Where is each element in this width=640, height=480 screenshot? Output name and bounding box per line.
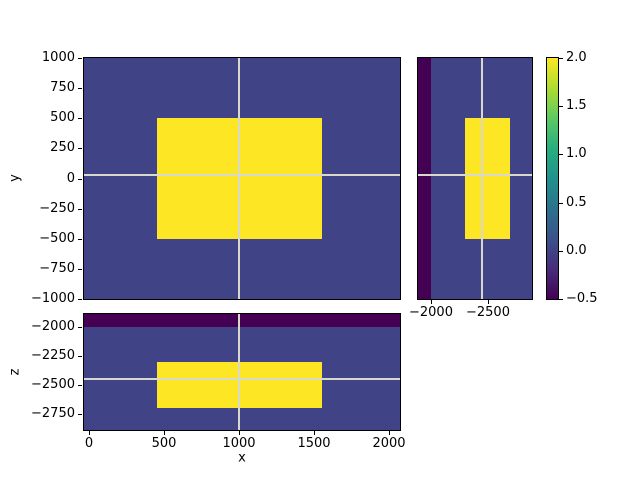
x-tick-mark — [431, 300, 432, 304]
x-tick-mark — [89, 431, 90, 435]
y-tick-label: −1000 — [31, 291, 75, 306]
colorbar-tick-label: 1.0 — [566, 146, 587, 161]
heatmap-panel-xz — [83, 313, 401, 431]
y-tick-label: −750 — [39, 261, 75, 276]
x-tick-mark — [389, 431, 390, 435]
crosshair-vertical-line — [238, 314, 241, 430]
colorbar-tick-mark — [559, 58, 563, 59]
x-tick-label: −2500 — [466, 305, 510, 320]
x-tick-label: −2000 — [409, 305, 453, 320]
heatmap-panel-xy — [83, 57, 401, 300]
crosshair-vertical-line — [480, 58, 483, 299]
heatmap-region — [84, 314, 400, 327]
colorbar-tick-label: 0.0 — [566, 243, 587, 258]
x-tick-mark — [488, 300, 489, 304]
crosshair-horizontal-line — [418, 173, 532, 176]
x-tick-mark — [164, 431, 165, 435]
x-tick-mark — [314, 431, 315, 435]
colorbar-tick-label: 1.5 — [566, 98, 587, 113]
y-tick-mark — [78, 299, 82, 300]
y-tick-mark — [78, 118, 82, 119]
x-axis-label: x — [238, 450, 246, 466]
y-tick-label: 0 — [66, 171, 75, 186]
colorbar-tick-label: 2.0 — [566, 50, 587, 65]
y-tick-mark — [78, 179, 82, 180]
y-tick-mark — [78, 356, 82, 357]
y-tick-mark — [78, 58, 82, 59]
y-tick-mark — [78, 414, 82, 415]
y-tick-label: 1000 — [41, 50, 75, 65]
x-tick-label: 500 — [151, 436, 177, 451]
y-tick-label: 750 — [50, 80, 75, 95]
colorbar-tick-label: −0.5 — [566, 291, 598, 306]
y-tick-label: 500 — [50, 110, 75, 125]
y-tick-label: −2250 — [31, 348, 75, 363]
colorbar — [546, 57, 559, 300]
y-tick-label: 250 — [50, 140, 75, 155]
colorbar-tick-mark — [559, 203, 563, 204]
x-tick-label: 1000 — [222, 436, 256, 451]
colorbar-tick-mark — [559, 154, 563, 155]
y-tick-mark — [78, 88, 82, 89]
heatmap-region — [418, 58, 431, 299]
y-tick-mark — [78, 148, 82, 149]
y-tick-mark — [78, 239, 82, 240]
colorbar-tick-mark — [559, 299, 563, 300]
colorbar-tick-label: 0.5 — [566, 195, 587, 210]
x-tick-label: 0 — [84, 436, 94, 451]
crosshair-horizontal-line — [84, 173, 400, 176]
y-tick-label: −2000 — [31, 319, 75, 334]
colorbar-tick-mark — [559, 106, 563, 107]
y-tick-label: −250 — [39, 201, 75, 216]
z-axis-label: z — [7, 368, 23, 376]
x-tick-label: 1500 — [297, 436, 331, 451]
y-tick-label: −500 — [39, 231, 75, 246]
crosshair-horizontal-line — [84, 377, 400, 380]
y-tick-mark — [78, 327, 82, 328]
heatmap-panel-zy — [417, 57, 533, 300]
heatmap-region — [464, 118, 511, 239]
x-tick-mark — [239, 431, 240, 435]
y-tick-label: −2500 — [31, 377, 75, 392]
y-tick-mark — [78, 209, 82, 210]
colorbar-tick-mark — [559, 251, 563, 252]
y-tick-mark — [78, 385, 82, 386]
x-tick-label: 2000 — [372, 436, 406, 451]
y-tick-label: −2750 — [31, 406, 75, 421]
y-tick-mark — [78, 269, 82, 270]
crosshair-vertical-line — [238, 58, 241, 299]
